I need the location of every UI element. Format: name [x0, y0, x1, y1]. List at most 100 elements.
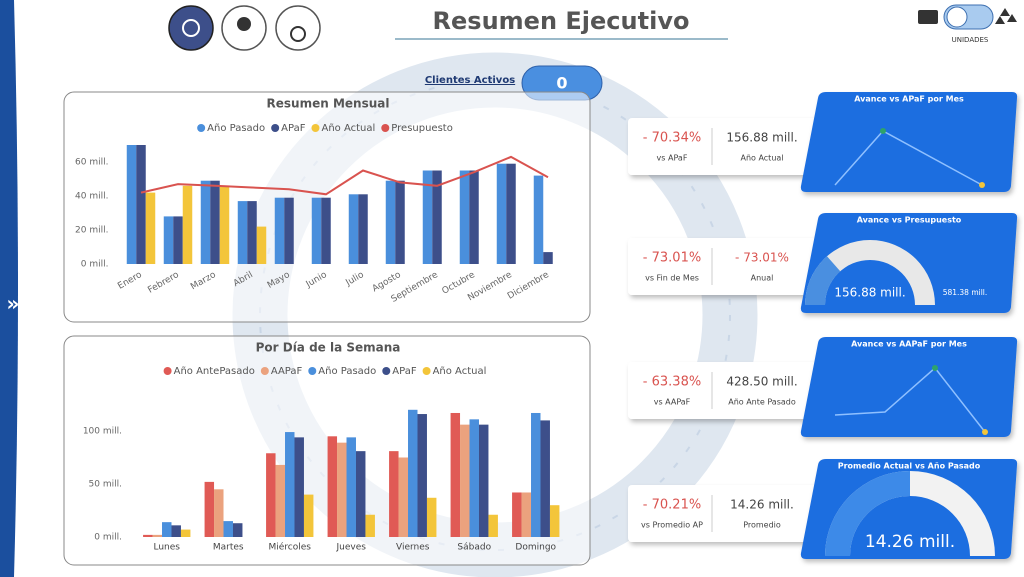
bar [422, 170, 433, 264]
bar [219, 185, 230, 264]
bar [496, 163, 507, 264]
legend-label: Año AntePasado [174, 366, 255, 377]
kpi-card [628, 118, 816, 175]
bar [126, 145, 137, 264]
bar [182, 185, 193, 264]
sparkline-point [932, 365, 938, 371]
kpi-pct-label: vs Promedio AP [641, 521, 703, 530]
clientes-label[interactable]: Clientes Activos [425, 75, 515, 86]
bar [478, 424, 489, 537]
legend-marker [422, 367, 431, 375]
bar [311, 197, 322, 264]
kpi-value: 14.26 mill. [730, 498, 794, 512]
bar [358, 194, 368, 264]
gauge-max: 581.38 mill. [943, 288, 988, 297]
bar [355, 451, 366, 537]
bar [450, 412, 461, 537]
bar [171, 525, 181, 537]
sparkline-point [979, 182, 985, 188]
bar [327, 436, 338, 537]
y-tick-label: 60 mill. [75, 158, 108, 168]
expand-icon[interactable]: » [7, 292, 20, 316]
bar [426, 497, 437, 537]
bar [540, 420, 550, 537]
bar [512, 492, 522, 537]
legend-marker [260, 367, 269, 375]
bar [408, 409, 418, 537]
bar [365, 514, 375, 537]
bar [321, 197, 331, 264]
legend-marker [311, 124, 320, 132]
sparkline [834, 366, 986, 433]
kpi-value-label: Promedio [743, 521, 781, 530]
x-tick-label: Jueves [336, 543, 367, 553]
bar [210, 180, 220, 264]
kpi-card [628, 362, 816, 419]
bar [247, 201, 257, 264]
side-strip [0, 0, 18, 577]
kpi-panel [800, 337, 1018, 437]
bar [533, 175, 544, 264]
kpi-pct-label: vs AAPaF [654, 398, 691, 407]
kpi-pct: - 73.01% [643, 251, 701, 266]
bar [152, 534, 163, 537]
bar [469, 170, 479, 264]
x-tick-label: Domingo [515, 543, 556, 553]
x-tick-label: Viernes [396, 543, 430, 553]
bar [346, 437, 356, 537]
kpi-pct: - 63.38% [643, 375, 701, 390]
bar [531, 412, 541, 537]
kpi-pct: - 70.34% [643, 131, 701, 146]
bar [274, 197, 285, 264]
legend-label: Año Actual [321, 123, 375, 134]
bar [200, 180, 211, 264]
legend-label: APaF [281, 123, 306, 134]
nav-icon[interactable] [168, 5, 214, 51]
bar [145, 192, 156, 264]
gauge-value: 14.26 mill. [865, 532, 955, 552]
bar [294, 437, 304, 537]
bar [266, 453, 276, 537]
bar [237, 201, 248, 264]
gauge-value: 156.88 mill. [834, 286, 905, 300]
background-circuit [259, 79, 731, 551]
kpi-panel [800, 92, 1018, 192]
bar [180, 529, 191, 537]
bar [459, 170, 470, 264]
kpi-panel [800, 459, 1018, 559]
bar [521, 492, 532, 537]
x-tick-label: Miércoles [269, 542, 312, 553]
bar [337, 442, 347, 537]
bar [506, 163, 516, 264]
panel-title: Avance vs APaF por Mes [854, 95, 964, 104]
legend-marker [197, 124, 206, 132]
bar [488, 514, 498, 537]
chart-title: Por Día de la Semana [256, 341, 401, 355]
legend-marker [308, 367, 317, 375]
y-tick-label: 50 mill. [89, 480, 122, 490]
legend-label: Año Pasado [318, 366, 376, 377]
bar [163, 216, 174, 264]
panel-title: Avance vs Presupuesto [857, 216, 962, 225]
bar [460, 424, 470, 537]
y-tick-label: 100 mill. [83, 427, 122, 437]
legend: Año AntePasado AAPaF Año Pasado APaF Año Act… [163, 366, 486, 377]
kpi-pct-label: vs APaF [657, 154, 688, 163]
bar [204, 481, 215, 537]
legend-label: APaF [392, 366, 417, 377]
bar [232, 523, 243, 537]
bar [398, 457, 409, 537]
legend: Año Pasado APaF Año Actual Presupuesto [197, 123, 453, 134]
bar [136, 145, 146, 264]
gauge-fill [805, 256, 841, 305]
legend-label: Año Pasado [207, 123, 265, 134]
line [140, 155, 549, 196]
bar [469, 419, 479, 537]
bar [162, 522, 172, 537]
toggle-icon [918, 10, 938, 24]
icon-glyph [182, 19, 200, 37]
panel-title: Avance vs AAPaF por Mes [851, 340, 967, 349]
toggle-label: UNIDADES [952, 36, 989, 44]
kpi-value: - 73.01% [735, 251, 789, 265]
